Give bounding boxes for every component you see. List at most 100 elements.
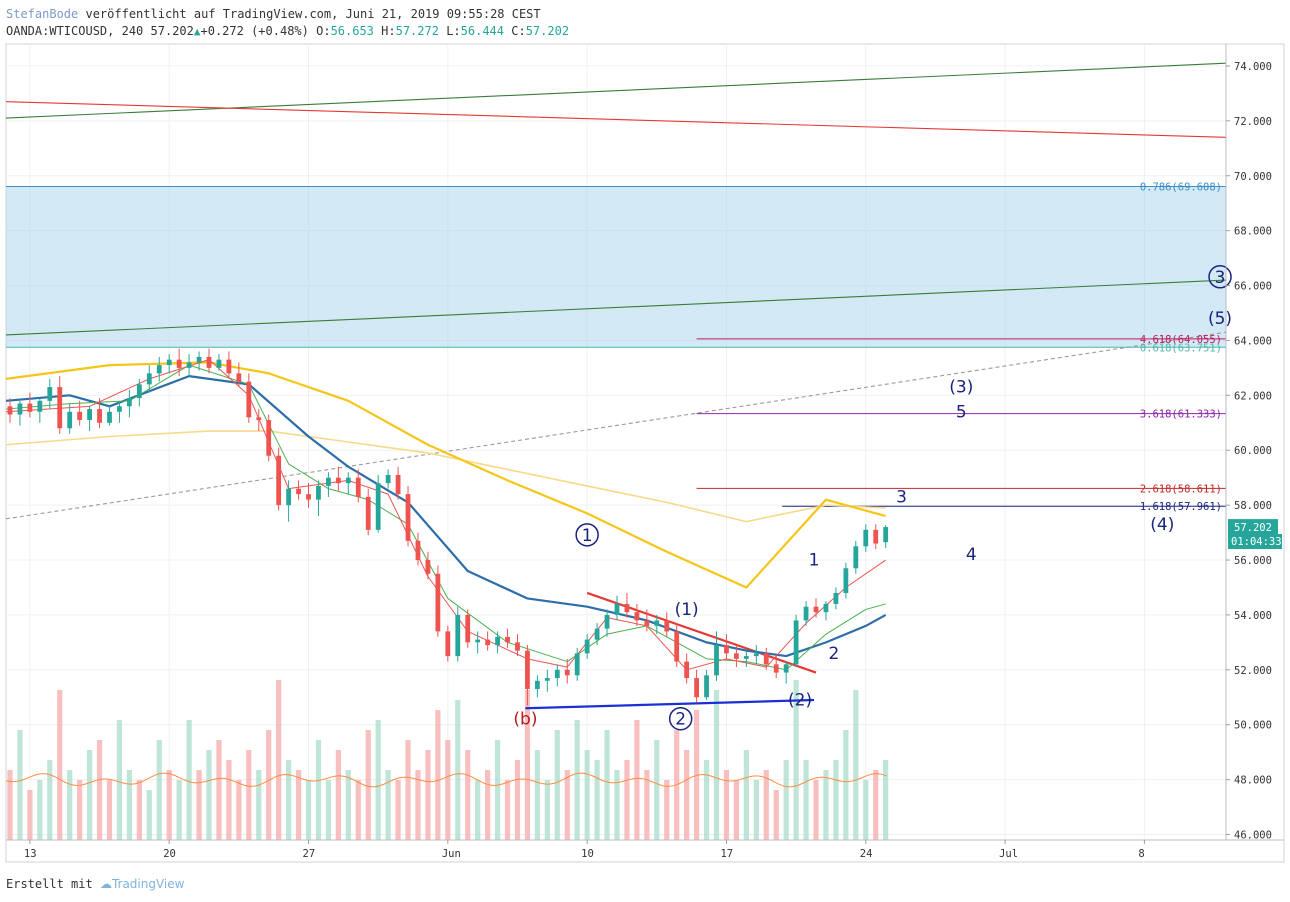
- price-axis[interactable]: 74.000 72.000 70.000 68.000 66.000 64.000 62.0…: [1226, 61, 1272, 842]
- trend-lines[interactable]: [5, 62, 1227, 710]
- candle-body: [843, 568, 849, 593]
- y-tick-label: 56.000: [1234, 555, 1272, 567]
- fib-level-label: 2.618(58.611): [1140, 483, 1222, 495]
- tradingview-brand[interactable]: TradingView: [111, 877, 185, 891]
- volume-bar: [156, 740, 162, 840]
- last-price: 57.202: [150, 24, 194, 38]
- volume-bar: [67, 770, 73, 840]
- candle-body: [425, 560, 431, 574]
- volume-bar: [226, 760, 232, 840]
- candle-body: [644, 620, 650, 626]
- grid: [6, 44, 1226, 840]
- candle-body: [475, 639, 481, 643]
- candle-body: [136, 384, 142, 399]
- trend-line: [5, 331, 1227, 520]
- candle-body: [833, 592, 839, 604]
- candle-body: [266, 420, 272, 456]
- y-tick-label: 54.000: [1234, 610, 1272, 622]
- y-tick-label: 68.000: [1234, 226, 1272, 238]
- volume-bar: [37, 780, 43, 840]
- volume-bar: [246, 750, 252, 840]
- volume-bar: [116, 720, 123, 840]
- volume-bar: [624, 760, 630, 840]
- candle-body: [714, 645, 719, 676]
- time-axis[interactable]: 13 20 27 Jun 10 17 24 Jul 8: [24, 840, 1145, 860]
- candle-body: [47, 387, 53, 401]
- footer: Erstellt mit ☁TradingView: [6, 877, 184, 891]
- wave-label: 1: [809, 551, 820, 571]
- volume-bar: [475, 780, 481, 840]
- y-tick-label: 46.000: [1234, 830, 1272, 842]
- candle-body: [296, 488, 301, 495]
- candle-body: [256, 417, 262, 421]
- candle-body: [306, 494, 311, 500]
- volume-bar: [146, 790, 152, 840]
- volume-bar: [425, 750, 431, 840]
- wave-label: 2: [675, 710, 686, 730]
- wave-label: (2): [788, 691, 812, 711]
- wave-label: 2: [829, 644, 840, 664]
- volume-bars: [5, 680, 889, 840]
- trend-line: [525, 698, 815, 710]
- candle-body: [156, 365, 162, 374]
- volume-bar: [743, 750, 749, 840]
- fib-level-label: 0.786(69.608): [1140, 182, 1222, 194]
- volume-bar: [295, 770, 302, 840]
- candle-body: [763, 653, 769, 665]
- volume-bar: [823, 770, 829, 840]
- volume-bar: [803, 760, 809, 840]
- y-tick-label: 50.000: [1234, 720, 1272, 732]
- candle-body: [276, 455, 282, 506]
- close-value: 57.202: [525, 24, 570, 38]
- fib-levels[interactable]: 0.786(69.608) 4.618(64.055)0.618(63.751) 3…: [6, 182, 1226, 514]
- wave-label: (3): [949, 378, 973, 398]
- volume-bar: [86, 750, 93, 840]
- volume-bar: [494, 740, 501, 840]
- candle-body: [355, 477, 361, 497]
- y-tick-label: 64.000: [1234, 335, 1272, 347]
- up-arrow-icon: ▲: [193, 25, 201, 38]
- volume-bar: [266, 730, 272, 840]
- candle-body: [505, 636, 510, 643]
- countdown-badge-text: 01:04:33: [1231, 536, 1282, 548]
- candle-body: [694, 678, 700, 698]
- candle-body: [226, 359, 232, 374]
- candle-body: [236, 373, 242, 382]
- candle-body: [375, 483, 381, 530]
- candle-body: [853, 546, 859, 569]
- candle-body: [216, 359, 222, 368]
- volume-bar: [106, 780, 113, 840]
- tradingview-cloud-icon: ☁: [99, 877, 112, 891]
- volume-bar: [664, 780, 670, 840]
- y-tick-label: 48.000: [1234, 775, 1272, 787]
- volume-bar: [325, 780, 332, 840]
- candle-body: [87, 409, 92, 421]
- volume-bar: [783, 760, 789, 840]
- candle-body: [773, 664, 779, 673]
- volume-bar: [634, 720, 640, 840]
- volume-bar: [286, 760, 292, 840]
- fib-level-label: 0.618(63.751): [1140, 342, 1222, 354]
- volume-bar: [703, 760, 710, 840]
- volume-bar: [594, 760, 600, 840]
- candle-body: [286, 488, 292, 506]
- volume-bar: [763, 770, 769, 840]
- volume-bar: [883, 760, 889, 840]
- candle-body: [634, 612, 640, 621]
- y-tick-label: 52.000: [1234, 665, 1272, 677]
- candle-body: [57, 387, 63, 429]
- wave-label-circle: [1208, 265, 1232, 289]
- volume-ma-line: [5, 772, 887, 788]
- candle-body: [246, 381, 252, 418]
- wave-label: 3: [896, 487, 907, 507]
- volume-bar: [335, 750, 341, 840]
- author-name[interactable]: StefanBode: [6, 7, 79, 21]
- target-zone: [6, 186, 1226, 348]
- footer-prefix: Erstellt mit: [6, 877, 93, 891]
- volume-bar: [853, 690, 859, 840]
- y-tick-label: 70.000: [1234, 171, 1272, 183]
- volume-bar: [684, 750, 690, 840]
- volume-bar: [415, 770, 421, 840]
- volume-bar: [574, 720, 580, 840]
